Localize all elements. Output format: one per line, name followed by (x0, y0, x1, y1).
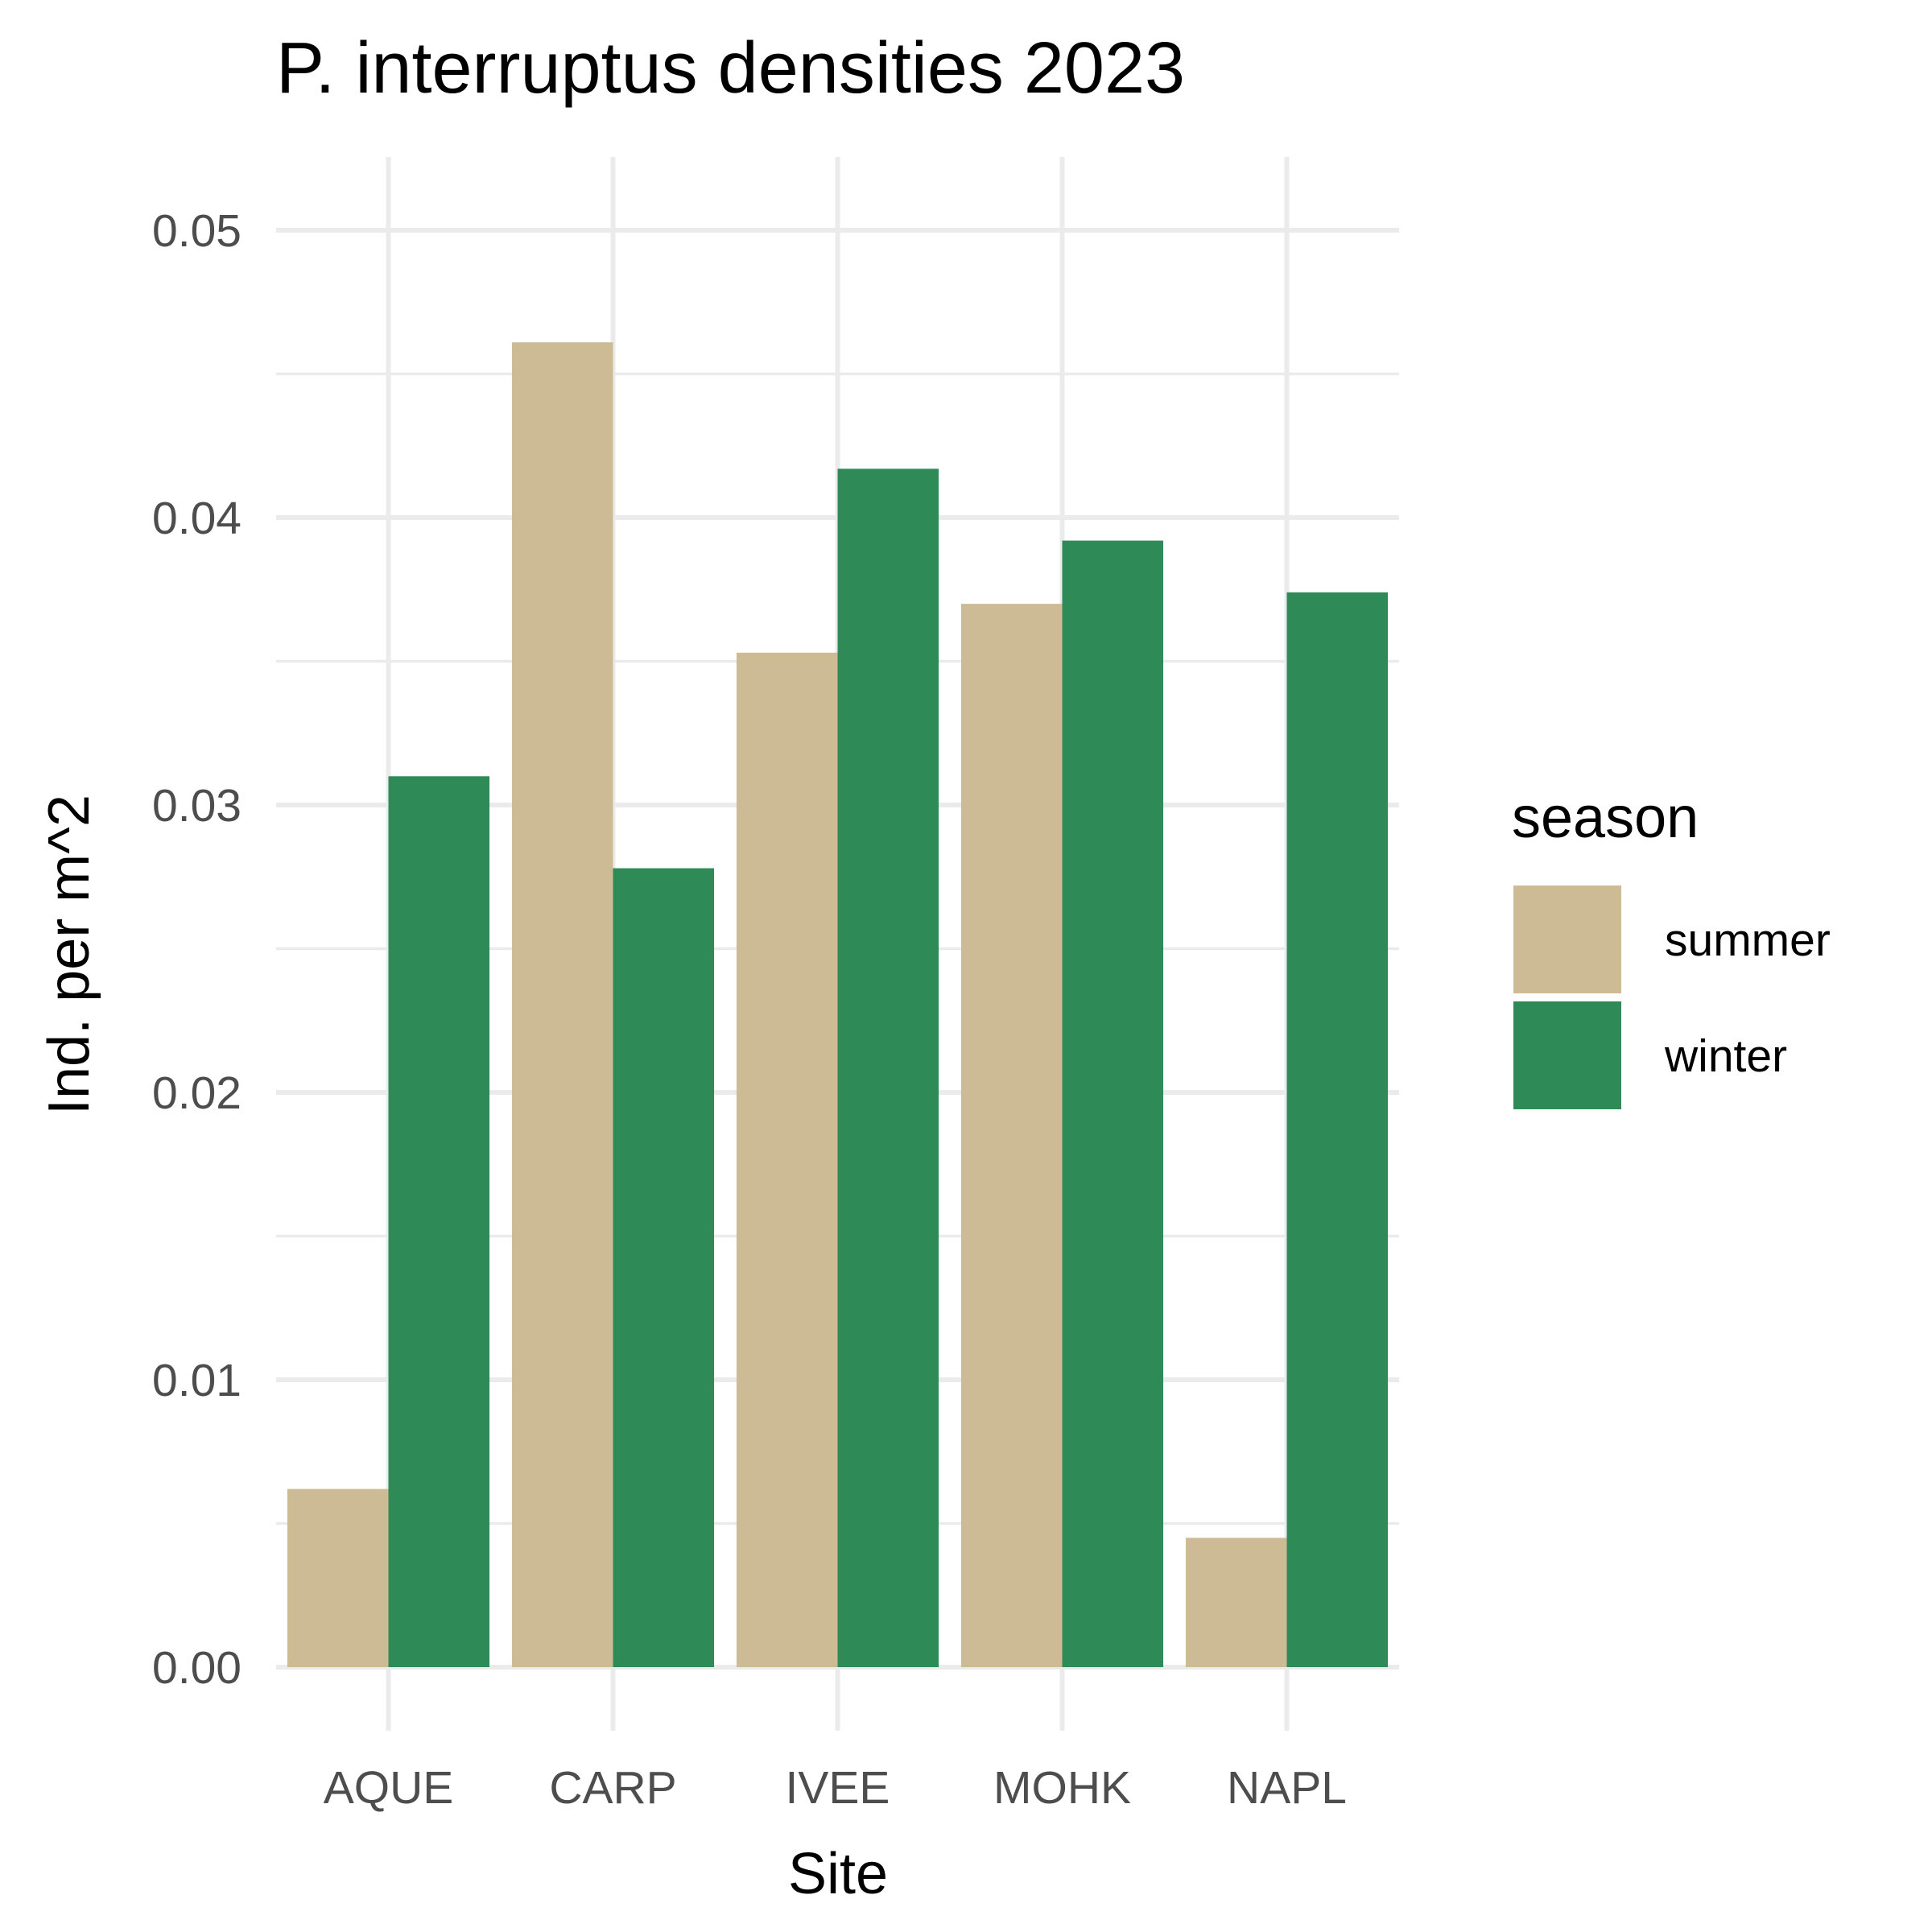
x-tick-label: IVEE (786, 1762, 890, 1814)
y-tick-label: 0.02 (152, 1067, 242, 1119)
bar-winter-carp (613, 868, 715, 1667)
bar-summer-carp (511, 342, 613, 1668)
bars (287, 342, 1389, 1668)
y-axis-ticks: 0.00 0.01 0.02 0.03 0.04 0.05 (152, 205, 242, 1694)
legend: season summer winter (1512, 786, 1831, 1109)
bar-summer-ivee (736, 652, 838, 1667)
bar-winter-mohk (1062, 540, 1164, 1667)
x-tick-label: CARP (549, 1762, 676, 1814)
legend-key-winter (1513, 1001, 1621, 1109)
bar-winter-napl (1286, 592, 1389, 1667)
y-axis-title: Ind. per m^2 (37, 795, 101, 1115)
legend-key-summer (1513, 886, 1621, 993)
bar-summer-napl (1185, 1538, 1287, 1667)
legend-title: season (1512, 786, 1699, 850)
y-tick-label: 0.00 (152, 1642, 242, 1694)
x-tick-label: MOHK (993, 1762, 1131, 1814)
y-tick-label: 0.04 (152, 493, 242, 544)
bar-winter-ivee (837, 469, 939, 1667)
chart-title: P. interruptus densities 2023 (276, 28, 1185, 109)
x-tick-label: AQUE (324, 1762, 454, 1814)
y-tick-label: 0.01 (152, 1355, 242, 1406)
x-axis-ticks: AQUE CARP IVEE MOHK NAPL (324, 1762, 1347, 1814)
y-tick-label: 0.05 (152, 205, 242, 257)
y-tick-label: 0.03 (152, 780, 242, 832)
bar-winter-aque (388, 776, 490, 1667)
legend-label-winter: winter (1664, 1030, 1787, 1082)
x-axis-title: Site (788, 1842, 888, 1906)
legend-label-summer: summer (1665, 914, 1831, 966)
x-tick-label: NAPL (1227, 1762, 1347, 1814)
bar-summer-aque (287, 1488, 389, 1667)
bar-summer-mohk (960, 604, 1063, 1667)
